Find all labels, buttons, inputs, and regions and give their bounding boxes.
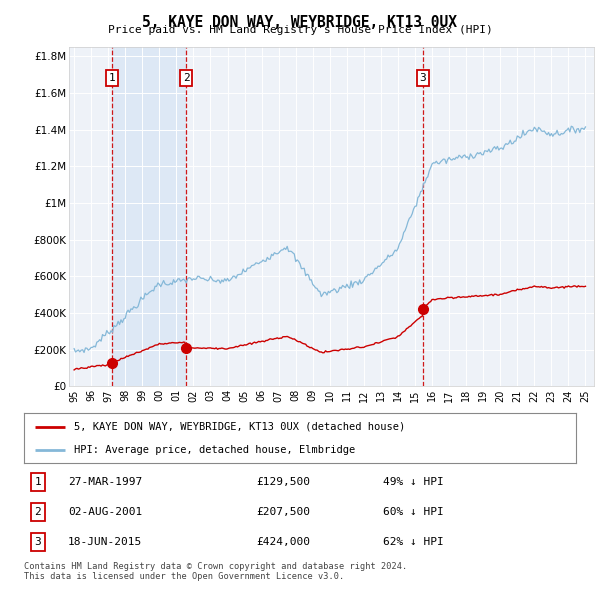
Text: 5, KAYE DON WAY, WEYBRIDGE, KT13 0UX (detached house): 5, KAYE DON WAY, WEYBRIDGE, KT13 0UX (de…: [74, 421, 405, 431]
Text: 1: 1: [34, 477, 41, 487]
Text: 1: 1: [109, 73, 115, 83]
Text: Contains HM Land Registry data © Crown copyright and database right 2024.
This d: Contains HM Land Registry data © Crown c…: [24, 562, 407, 581]
Text: £424,000: £424,000: [256, 537, 310, 547]
Text: 27-MAR-1997: 27-MAR-1997: [68, 477, 142, 487]
Text: 3: 3: [34, 537, 41, 547]
Text: 2: 2: [34, 507, 41, 517]
Text: HPI: Average price, detached house, Elmbridge: HPI: Average price, detached house, Elmb…: [74, 445, 355, 455]
Text: £129,500: £129,500: [256, 477, 310, 487]
Text: 5, KAYE DON WAY, WEYBRIDGE, KT13 0UX: 5, KAYE DON WAY, WEYBRIDGE, KT13 0UX: [143, 15, 458, 30]
Text: 18-JUN-2015: 18-JUN-2015: [68, 537, 142, 547]
Text: Price paid vs. HM Land Registry's House Price Index (HPI): Price paid vs. HM Land Registry's House …: [107, 25, 493, 35]
Text: 60% ↓ HPI: 60% ↓ HPI: [383, 507, 443, 517]
Text: 2: 2: [183, 73, 190, 83]
Text: 02-AUG-2001: 02-AUG-2001: [68, 507, 142, 517]
Text: 3: 3: [419, 73, 426, 83]
Text: 49% ↓ HPI: 49% ↓ HPI: [383, 477, 443, 487]
Bar: [112, 47, 186, 386]
Text: 62% ↓ HPI: 62% ↓ HPI: [383, 537, 443, 547]
Text: £207,500: £207,500: [256, 507, 310, 517]
